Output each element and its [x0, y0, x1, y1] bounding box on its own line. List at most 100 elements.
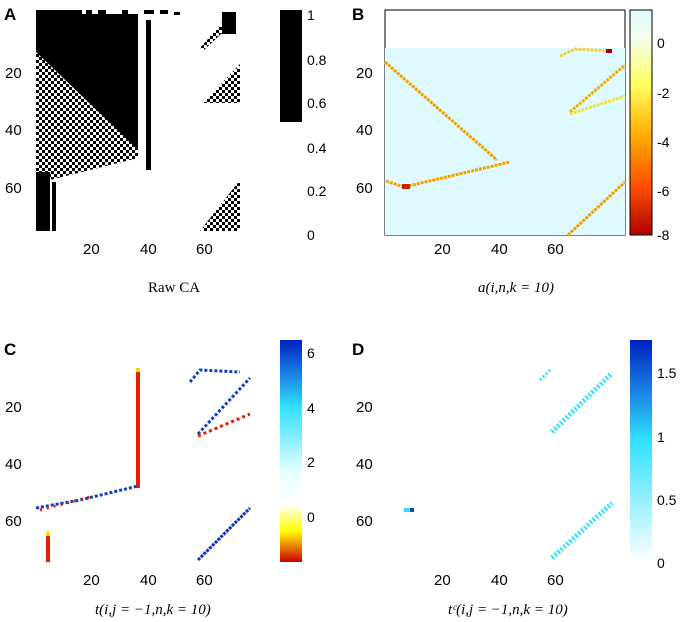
a-cbtick-0.6: 0.6	[307, 95, 327, 111]
a-right-mid-checker	[203, 64, 240, 103]
c-ytick-60: 60	[5, 513, 22, 530]
d-cbtick-0: 0	[657, 555, 665, 571]
a-cbtick-1: 1	[307, 7, 315, 23]
d-left-blue	[410, 508, 414, 512]
d-caption: tᶜ(i,j = −1,n,k = 10)	[448, 602, 568, 618]
a-colorbar-fill	[280, 10, 302, 122]
panel-b: B 20 40 60 20 40 60 0 -2 -4 -6 -8 a(i,n,…	[352, 5, 670, 296]
a-cbtick-0.2: 0.2	[307, 183, 327, 199]
b-right-stripe-2	[569, 94, 626, 116]
c-ytick-20: 20	[5, 399, 22, 416]
panel-a: A 20 40 60 20	[4, 5, 327, 296]
a-cbtick-0: 0	[307, 227, 315, 243]
b-ytick-40: 40	[356, 122, 373, 139]
b-cbtick-m4: -4	[657, 134, 670, 150]
b-cbtick-m8: -8	[657, 227, 670, 243]
c-lower-stripe-red	[39, 495, 91, 512]
c-colorbar: 6 4 2 0	[280, 340, 315, 562]
a-ytick-60: 60	[5, 180, 22, 197]
d-cbtick-1.5: 1.5	[657, 365, 677, 381]
d-ytick-20: 20	[356, 399, 373, 416]
d-cbtick-0.5: 0.5	[657, 492, 677, 508]
c-colorbar-fill	[280, 340, 302, 562]
a-vertical-bar	[146, 20, 151, 170]
c-bottom-left-red	[46, 532, 50, 562]
panel-c-label: C	[4, 340, 16, 359]
panel-a-label: A	[4, 5, 16, 24]
d-top-stripe	[538, 368, 552, 382]
c-cbtick-0: 0	[307, 509, 315, 525]
b-ytick-20: 20	[356, 65, 373, 82]
panel-d: D 20 40 60 20 40 60 1.5 1 0.5 0 tᶜ(i,j =…	[352, 340, 677, 618]
a-xtick-20: 20	[83, 241, 100, 258]
a-caption: Raw CA	[148, 280, 200, 296]
panel-d-label: D	[352, 340, 364, 359]
a-xtick-40: 40	[140, 241, 157, 258]
a-cbtick-0.8: 0.8	[307, 52, 327, 68]
a-top-noise	[36, 10, 82, 14]
d-mid-stripe	[550, 371, 614, 434]
b-top-right-red	[606, 49, 612, 53]
a-top-noise-2	[86, 10, 92, 14]
a-cbtick-0.4: 0.4	[307, 140, 327, 156]
b-right-stripe-1	[569, 63, 626, 114]
b-red-spot	[402, 184, 410, 189]
b-caption: a(i,n,k = 10)	[478, 280, 554, 296]
b-right-bottom-stripe	[566, 180, 627, 237]
d-colorbar-fill	[630, 340, 652, 562]
a-bottom-left-bar	[52, 182, 56, 231]
b-background	[385, 48, 625, 235]
b-cbtick-0: 0	[657, 35, 665, 51]
a-right-top-block	[222, 12, 236, 34]
b-top-right-stripe	[559, 47, 611, 58]
a-xtick-60: 60	[196, 241, 213, 258]
a-top-noise-6	[160, 10, 168, 14]
panel-c-heatmap	[35, 368, 252, 562]
b-diagonal-stripe	[384, 60, 498, 162]
c-right-stripe-1	[196, 376, 252, 436]
a-top-noise-4	[122, 10, 128, 14]
c-lower-stripe-blue	[35, 484, 139, 510]
c-cbtick-2: 2	[307, 454, 315, 470]
a-top-noise-7	[174, 12, 180, 15]
d-xtick-60: 60	[547, 572, 564, 589]
d-cbtick-1: 1	[657, 429, 665, 445]
c-caption: t(i,j = −1,n,k = 10)	[95, 602, 211, 618]
c-cbtick-6: 6	[307, 345, 315, 361]
d-xtick-40: 40	[491, 572, 508, 589]
c-top-right-stripe	[188, 368, 241, 383]
c-right-bottom-stripe	[196, 506, 252, 562]
d-bottom-stripe	[550, 501, 614, 560]
a-ytick-40: 40	[5, 122, 22, 139]
c-cbtick-4: 4	[307, 400, 315, 416]
a-bottom-left-block	[36, 172, 50, 231]
b-cbtick-m2: -2	[657, 85, 670, 101]
c-ytick-40: 40	[5, 456, 22, 473]
panel-c: C 20 40 60 20 40 60 6 4 2 0 t(i,j = −1,n…	[4, 340, 315, 618]
a-right-bottom-checker	[200, 180, 240, 231]
b-xtick-20: 20	[434, 241, 451, 258]
c-vertical-red	[136, 368, 140, 488]
b-xtick-40: 40	[491, 241, 508, 258]
a-black-region	[36, 14, 138, 150]
panel-b-label: B	[352, 5, 364, 24]
a-checker-region	[36, 52, 138, 180]
b-ytick-60: 60	[356, 180, 373, 197]
c-xtick-40: 40	[140, 572, 157, 589]
b-cbtick-m6: -6	[657, 183, 670, 199]
d-ytick-60: 60	[356, 513, 373, 530]
a-colorbar: 1 0.8 0.6 0.4 0.2 0	[280, 7, 327, 243]
panel-b-heatmap	[384, 9, 627, 237]
d-xtick-20: 20	[434, 572, 451, 589]
b-xtick-60: 60	[547, 241, 564, 258]
c-xtick-60: 60	[196, 572, 213, 589]
d-ytick-40: 40	[356, 456, 373, 473]
b-colorbar: 0 -2 -4 -6 -8	[629, 9, 670, 243]
c-xtick-20: 20	[83, 572, 100, 589]
panel-a-heatmap	[36, 10, 240, 231]
a-top-noise-3	[98, 10, 106, 14]
a-ytick-20: 20	[5, 65, 22, 82]
c-bottom-left-yellow	[46, 532, 50, 536]
c-vertical-yellow-top	[136, 368, 140, 372]
